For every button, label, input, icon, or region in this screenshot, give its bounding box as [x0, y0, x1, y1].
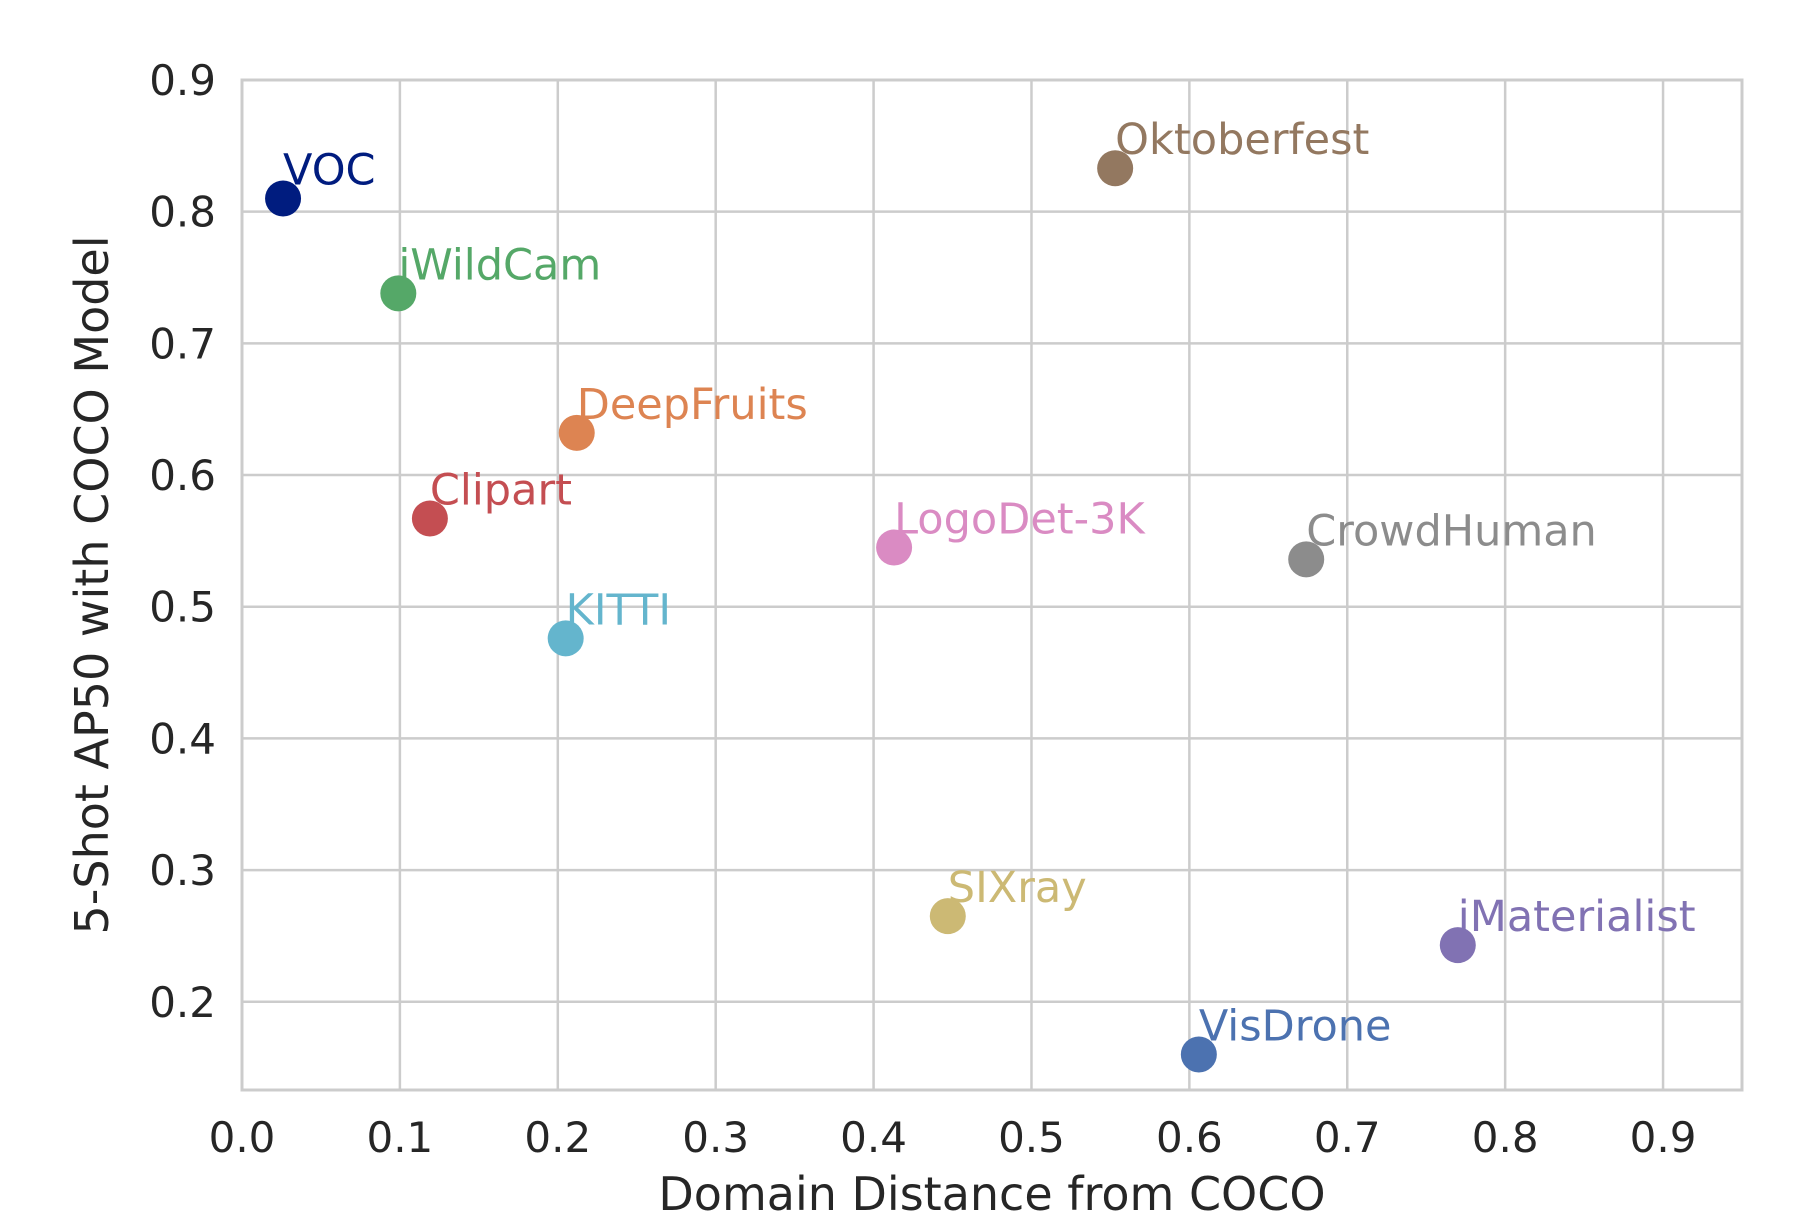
y-axis-title: 5-Shot AP50 with COCO Model: [65, 236, 119, 935]
point-label: VOC: [283, 146, 376, 196]
y-tick-label: 0.6: [149, 451, 216, 500]
y-tick-label: 0.9: [149, 56, 216, 105]
y-tick-label: 0.5: [149, 583, 216, 632]
x-tick-label: 0.7: [1314, 1113, 1381, 1162]
y-tick-label: 0.8: [149, 188, 216, 237]
y-tick-label: 0.3: [149, 846, 216, 895]
data-point: [558, 414, 595, 451]
point-label: iMaterialist: [1458, 892, 1696, 942]
x-tick-label: 0.1: [366, 1113, 433, 1162]
plot-frame: [240, 78, 1744, 1092]
x-axis-title: Domain Distance from COCO: [658, 1167, 1325, 1221]
data-point: [547, 620, 584, 657]
data-point: [876, 529, 913, 566]
point-label: LogoDet-3K: [894, 494, 1146, 544]
data-point: [1180, 1036, 1217, 1073]
x-tick-label: 0.6: [1156, 1113, 1223, 1162]
x-tick-label: 0.2: [524, 1113, 591, 1162]
point-label: KITTI: [566, 585, 671, 635]
tick-labels: 0.0 0.1 0.2 0.3 0.4 0.5 0.6 0.7 0.8 0.9 0.2 0.3 0.4 0…: [149, 56, 1696, 1162]
y-tick-label: 0.4: [149, 714, 216, 763]
x-tick-label: 0.8: [1472, 1113, 1539, 1162]
data-point: [265, 180, 302, 217]
point-label: CrowdHuman: [1306, 506, 1597, 556]
data-point: [1439, 927, 1476, 964]
x-tick-label: 0.0: [209, 1113, 276, 1162]
point-label: DeepFruits: [577, 380, 808, 430]
x-tick-label: 0.9: [1630, 1113, 1697, 1162]
x-tick-label: 0.4: [840, 1113, 907, 1162]
point-label: Oktoberfest: [1115, 115, 1369, 165]
x-tick-label: 0.5: [998, 1113, 1065, 1162]
point-label: Clipart: [430, 466, 572, 516]
data-point: [1288, 541, 1325, 578]
data-point: [929, 898, 966, 935]
y-tick-label: 0.7: [149, 319, 216, 368]
x-tick-label: 0.3: [682, 1113, 749, 1162]
point-label: SIXray: [948, 863, 1087, 913]
point-label: iWildCam: [398, 240, 601, 290]
data-point: [380, 275, 417, 312]
data-point: [1097, 150, 1134, 187]
point-label: VisDrone: [1199, 1001, 1392, 1051]
y-tick-label: 0.2: [149, 978, 216, 1027]
data-point: [411, 500, 448, 537]
